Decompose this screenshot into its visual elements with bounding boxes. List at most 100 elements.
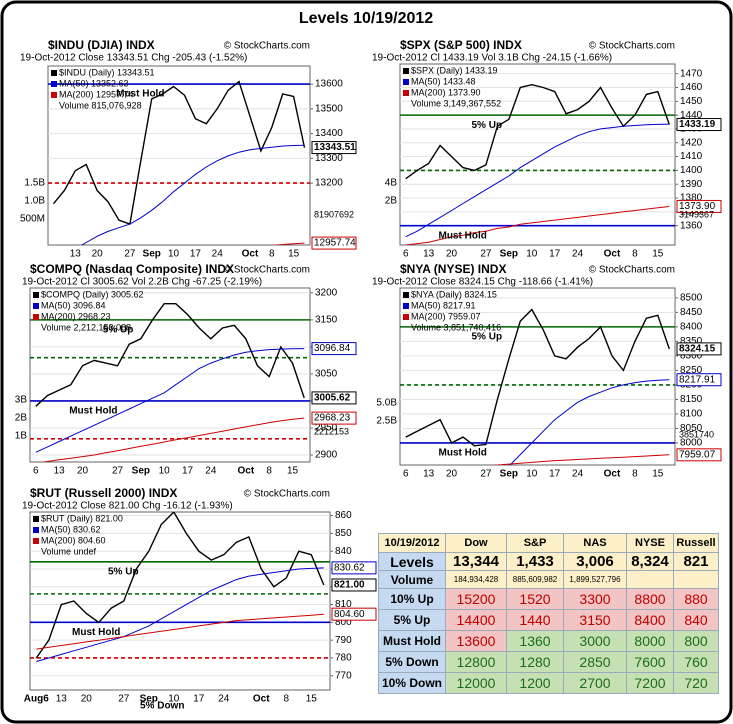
x-tick-label: Oct: [237, 466, 254, 477]
levels-table: 10/19/2012 Dow S&P NAS NYSE Russell Levels 13,3…: [378, 533, 719, 694]
volume-axis-label: 4B: [385, 178, 398, 189]
end-label-box: [676, 342, 722, 356]
volume-end-label: 3149367: [679, 209, 714, 219]
legend-entry: $RUT (Daily) 821.00: [41, 513, 123, 523]
x-tick-label: 15: [652, 249, 664, 260]
table-cell: 1280: [506, 651, 564, 673]
row-label: Levels: [378, 552, 446, 571]
end-label-box: [311, 342, 357, 356]
table-cell: 3150: [563, 609, 627, 631]
y-tick-label: 1390: [680, 179, 703, 190]
x-tick-label: 27: [124, 249, 136, 260]
legend-entry: MA(50) 830.62: [41, 524, 101, 534]
y-tick-label: 8150: [680, 394, 703, 405]
x-tick-label: 13: [56, 694, 68, 705]
y-tick-label: 1440: [680, 110, 703, 121]
level-label: Must Hold: [72, 627, 120, 638]
plot: [400, 73, 675, 245]
legend-swatch: [51, 92, 57, 98]
y-tick-label: 1380: [680, 193, 703, 204]
volume-legend: Volume 3,851,740,416: [411, 322, 501, 332]
header-cell: Dow: [445, 533, 507, 553]
moving-average: [36, 613, 324, 650]
x-tick-label: 13: [70, 249, 82, 260]
volume-axis-label: 1.5B: [24, 178, 45, 189]
table-cell: [626, 570, 674, 589]
table-cell: 7600: [626, 651, 674, 673]
y-tick-label: 13300: [315, 153, 343, 164]
x-tick-label: 10: [168, 694, 180, 705]
y-tick-label: 1450: [680, 96, 703, 107]
y-tick-label: 8350: [680, 336, 703, 347]
x-tick-label: 8: [266, 466, 272, 477]
price-line: [35, 512, 325, 659]
y-tick-label: 13600: [315, 79, 343, 90]
table-cell: 8400: [626, 609, 674, 631]
end-label: 8324.15: [679, 344, 716, 355]
legend-entry: MA(50) 8217.91: [411, 300, 476, 310]
price-line: [405, 83, 670, 180]
x-tick-label: 13: [54, 466, 66, 477]
credit: © StockCharts.com: [224, 41, 310, 52]
legend-swatch: [403, 68, 409, 74]
table-cell: 800: [673, 630, 719, 652]
y-tick-label: 8450: [680, 307, 703, 318]
legend-entry: MA(200) 2968.23: [41, 311, 111, 321]
chart-title: $NYA (NYSE) INDX: [400, 262, 506, 276]
y-tick-label: 850: [335, 528, 352, 539]
legend-entry: MA(200) 804.60: [41, 535, 106, 545]
chart-subtitle: 19-Oct-2012 Close 821.00 Chg -16.12 (-1.…: [22, 501, 233, 512]
legend-swatch: [33, 314, 39, 320]
y-tick-label: 770: [335, 670, 352, 681]
row-label: Must Hold: [378, 630, 446, 652]
x-tick-label: 20: [446, 469, 458, 480]
table-row: 5% Up 14400 1440 3150 8400 840: [378, 609, 719, 631]
price-line: [35, 303, 305, 407]
x-tick-label: 20: [92, 249, 104, 260]
legend-swatch: [403, 303, 409, 309]
chart-subtitle: 19-Oct-2012 Cl 3005.62 Vol 2.2B Chg -67.…: [22, 277, 262, 288]
volume-end-label: 81907692: [314, 209, 354, 219]
table-cell: 840: [673, 609, 719, 631]
end-label: 804.60: [334, 609, 365, 620]
table-cell: 8000: [626, 630, 674, 652]
price-line: [52, 80, 306, 225]
table-cell: 8800: [626, 588, 674, 610]
table-cell: 880: [673, 588, 719, 610]
end-label-box: [311, 391, 357, 405]
header-cell: 10/19/2012: [378, 533, 446, 553]
y-tick-label: 3200: [315, 288, 338, 299]
legend-swatch: [33, 303, 39, 309]
y-tick-label: 13500: [315, 103, 343, 114]
legend-swatch: [33, 516, 39, 522]
x-tick-label: 13: [423, 469, 435, 480]
x-tick-label: Sep: [140, 694, 158, 705]
moving-average: [405, 123, 670, 238]
table-row: Levels 13,344 1,433 3,006 8,324 821: [378, 552, 719, 571]
volume-axis-label: 2.5B: [376, 416, 397, 427]
y-tick-label: 1420: [680, 137, 703, 148]
legend-entry: $INDU (Daily) 13343.51: [59, 67, 155, 77]
volume-axis-label: 3B: [15, 395, 28, 406]
table-row: Must Hold 13600 1360 3000 8000 800: [378, 630, 719, 652]
moving-average: [40, 417, 305, 462]
end-label: 821.00: [334, 580, 365, 591]
plot-area: [47, 65, 311, 246]
y-tick-label: 8400: [680, 322, 703, 333]
table-cell: 8,324: [626, 552, 674, 571]
chart-subtitle: 19-Oct-2012 Cl 1433.19 Vol 3.1B Chg -24.…: [372, 53, 612, 64]
table-row: 10% Down 12000 1200 2700 7200 720: [378, 672, 719, 694]
moving-average: [80, 144, 305, 245]
y-tick-label: 8000: [680, 438, 703, 449]
end-label: 7959.07: [679, 449, 716, 460]
table-cell: 1200: [506, 672, 564, 694]
legend-entry: $COMPQ (Daily) 3005.62: [41, 289, 144, 299]
table-row: Volume 184,934,428 885,609,982 1,899,527,79…: [378, 570, 719, 589]
row-label: 10% Down: [378, 672, 446, 694]
end-label: 3005.62: [314, 393, 351, 404]
end-label-box: [331, 578, 377, 592]
volume-axis-label: 2B: [385, 196, 398, 207]
y-tick-label: 8250: [680, 365, 703, 376]
chart-subtitle: 19-Oct-2012 Close 13343.51 Chg -205.43 (…: [20, 53, 247, 64]
x-tick-label: Oct: [604, 249, 621, 260]
